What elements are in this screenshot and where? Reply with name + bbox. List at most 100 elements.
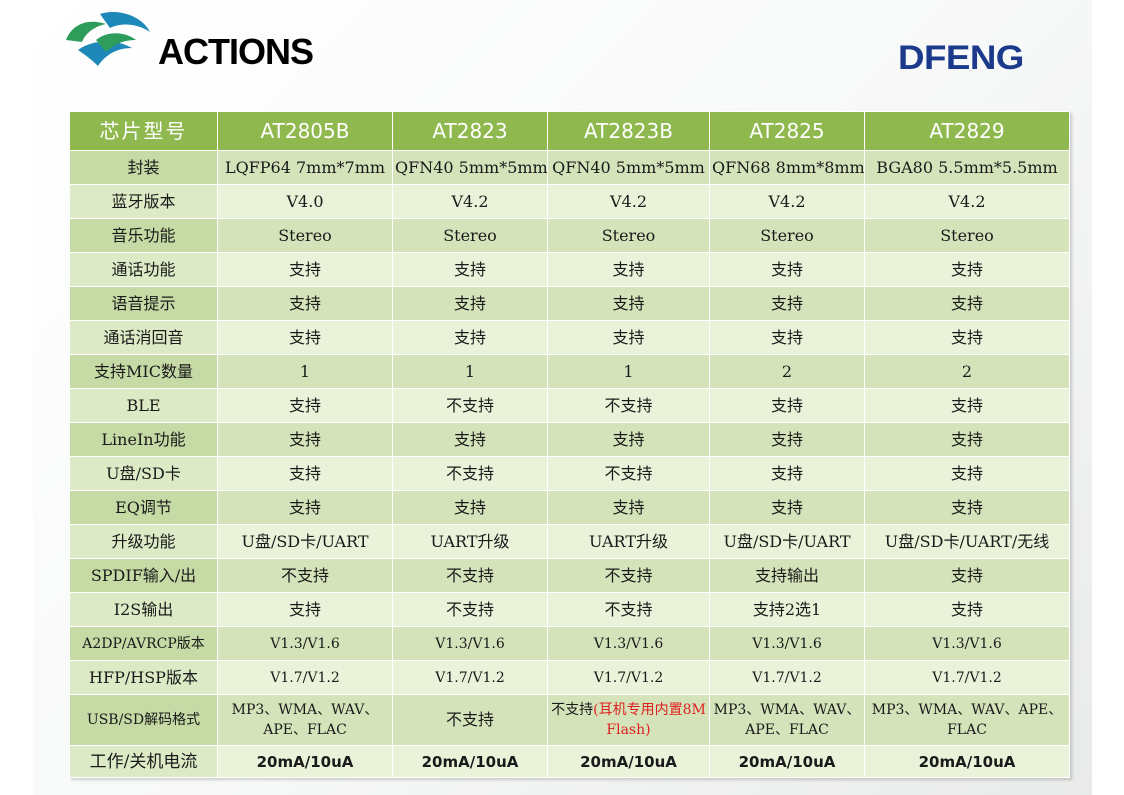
header-at2825: AT2825 (709, 111, 865, 151)
table-cell: 支持 (392, 422, 548, 457)
table-cell: 支持 (392, 252, 548, 287)
table-cell: Stereo (864, 218, 1070, 253)
table-cell: 支持 (864, 388, 1070, 423)
row-label: U盘/SD卡 (69, 456, 218, 491)
table-cell: 支持 (864, 592, 1070, 627)
table-cell: 支持 (217, 490, 393, 525)
table-cell: 支持 (709, 320, 865, 355)
row-label: 蓝牙版本 (69, 184, 218, 219)
actions-logo-text: ACTIONS (158, 31, 314, 72)
table-cell: QFN68 8mm*8mm (709, 150, 865, 185)
table-cell: 支持 (217, 592, 393, 627)
table-cell: 20mA/10uA (709, 745, 865, 778)
row-label: 通话消回音 (69, 320, 218, 355)
table-cell: 支持 (709, 422, 865, 457)
table-cell: 支持 (217, 252, 393, 287)
row-label: 语音提示 (69, 286, 218, 321)
table-cell: V1.3/V1.6 (864, 626, 1070, 661)
table-cell: 20mA/10uA (864, 745, 1070, 778)
row-label: I2S输出 (69, 592, 218, 627)
row-label: HFP/HSP版本 (69, 660, 218, 695)
table-cell: UART升级 (547, 524, 710, 559)
table-cell: QFN40 5mm*5mm (392, 150, 548, 185)
dfeng-logo: DFENG (898, 41, 1058, 75)
table-cell: 1 (547, 354, 710, 389)
row-label: 支持MIC数量 (69, 354, 218, 389)
table-row: 升级功能 U盘/SD卡/UART UART升级 UART升级 U盘/SD卡/UART U盘… (69, 524, 1070, 559)
table-cell: V4.0 (217, 184, 393, 219)
table-cell: 支持 (217, 388, 393, 423)
table-cell: V4.2 (864, 184, 1070, 219)
table-cell: 支持 (217, 456, 393, 491)
table-cell: 支持 (709, 286, 865, 321)
table-cell: 2 (864, 354, 1070, 389)
row-label: 通话功能 (69, 252, 218, 287)
table-cell: V1.3/V1.6 (392, 626, 548, 661)
actions-logo: ACTIONS (62, 10, 314, 82)
table-cell: V1.3/V1.6 (547, 626, 710, 661)
table-cell: 20mA/10uA (547, 745, 710, 778)
table-cell: 支持 (392, 286, 548, 321)
table-cell: V1.7/V1.2 (217, 660, 393, 695)
table-cell: V1.7/V1.2 (864, 660, 1070, 695)
row-label: A2DP/AVRCP版本 (69, 626, 218, 661)
table-cell: 不支持 (392, 558, 548, 593)
table-cell: 支持2选1 (709, 592, 865, 627)
table-cell: Stereo (217, 218, 393, 253)
table-cell: UART升级 (392, 524, 548, 559)
cell-main-text: 不支持 (551, 702, 594, 718)
table-row: A2DP/AVRCP版本 V1.3/V1.6 V1.3/V1.6 V1.3/V1.6 V… (69, 626, 1070, 661)
table-cell: 支持 (709, 388, 865, 423)
header-at2829: AT2829 (864, 111, 1070, 151)
header-at2823: AT2823 (392, 111, 548, 151)
table-row: 音乐功能 Stereo Stereo Stereo Stereo Stereo (69, 218, 1070, 253)
table-cell: Stereo (709, 218, 865, 253)
table-row: HFP/HSP版本 V1.7/V1.2 V1.7/V1.2 V1.7/V1.2 V1.7… (69, 660, 1070, 695)
table-row: 通话消回音 支持 支持 支持 支持 支持 (69, 320, 1070, 355)
table-row: 语音提示 支持 支持 支持 支持 支持 (69, 286, 1070, 321)
header-at2805b: AT2805B (217, 111, 393, 151)
table-cell: V1.7/V1.2 (392, 660, 548, 695)
table-cell: 不支持 (547, 592, 710, 627)
table-cell: 不支持(耳机专用内置8M Flash) (547, 694, 710, 746)
table-cell: 支持 (392, 490, 548, 525)
table-row: LineIn功能 支持 支持 支持 支持 支持 (69, 422, 1070, 457)
chip-spec-table: 芯片型号 AT2805B AT2823 AT2823B AT2825 AT282… (69, 111, 1070, 778)
table-cell: 20mA/10uA (392, 745, 548, 778)
table-cell: MP3、WMA、WAV、APE、FLAC (864, 694, 1070, 746)
table-cell: 不支持 (392, 388, 548, 423)
table-cell: MP3、WMA、WAV、APE、FLAC (217, 694, 393, 746)
table-row: BLE 支持 不支持 不支持 支持 支持 (69, 388, 1070, 423)
table-cell: 支持 (864, 286, 1070, 321)
table-cell: 支持 (709, 252, 865, 287)
table-cell: 支持 (864, 456, 1070, 491)
table-cell: 支持 (864, 490, 1070, 525)
table-cell: 不支持 (217, 558, 393, 593)
table-cell: 20mA/10uA (217, 745, 393, 778)
table-row: 蓝牙版本 V4.0 V4.2 V4.2 V4.2 V4.2 (69, 184, 1070, 219)
table-cell: 支持 (547, 422, 710, 457)
table-cell: 不支持 (392, 592, 548, 627)
table-cell: 支持 (864, 252, 1070, 287)
row-label: EQ调节 (69, 490, 218, 525)
table-cell: U盘/SD卡/UART/无线 (864, 524, 1070, 559)
table-cell: V1.7/V1.2 (547, 660, 710, 695)
table-row-current: 工作/关机电流 20mA/10uA 20mA/10uA 20mA/10uA 20… (69, 745, 1070, 778)
table-cell: 支持 (547, 286, 710, 321)
table-cell: 支持 (217, 286, 393, 321)
table-cell: 支持 (392, 320, 548, 355)
table-cell: 支持 (217, 422, 393, 457)
table-cell: 1 (392, 354, 548, 389)
table-cell: QFN40 5mm*5mm (547, 150, 710, 185)
table-row: 支持MIC数量 1 1 1 2 2 (69, 354, 1070, 389)
dfeng-logo-text: DFENG (898, 39, 1024, 77)
table-row-decode-format: USB/SD解码格式 MP3、WMA、WAV、APE、FLAC 不支持 不支持(… (69, 694, 1070, 746)
table-cell: 1 (217, 354, 393, 389)
table-header-row: 芯片型号 AT2805B AT2823 AT2823B AT2825 AT282… (69, 111, 1070, 151)
row-label: USB/SD解码格式 (69, 694, 218, 746)
table-cell: 不支持 (547, 456, 710, 491)
table-cell: Stereo (392, 218, 548, 253)
row-label: BLE (69, 388, 218, 423)
table-row: SPDIF输入/出 不支持 不支持 不支持 支持输出 支持 (69, 558, 1070, 593)
header-at2823b: AT2823B (547, 111, 710, 151)
